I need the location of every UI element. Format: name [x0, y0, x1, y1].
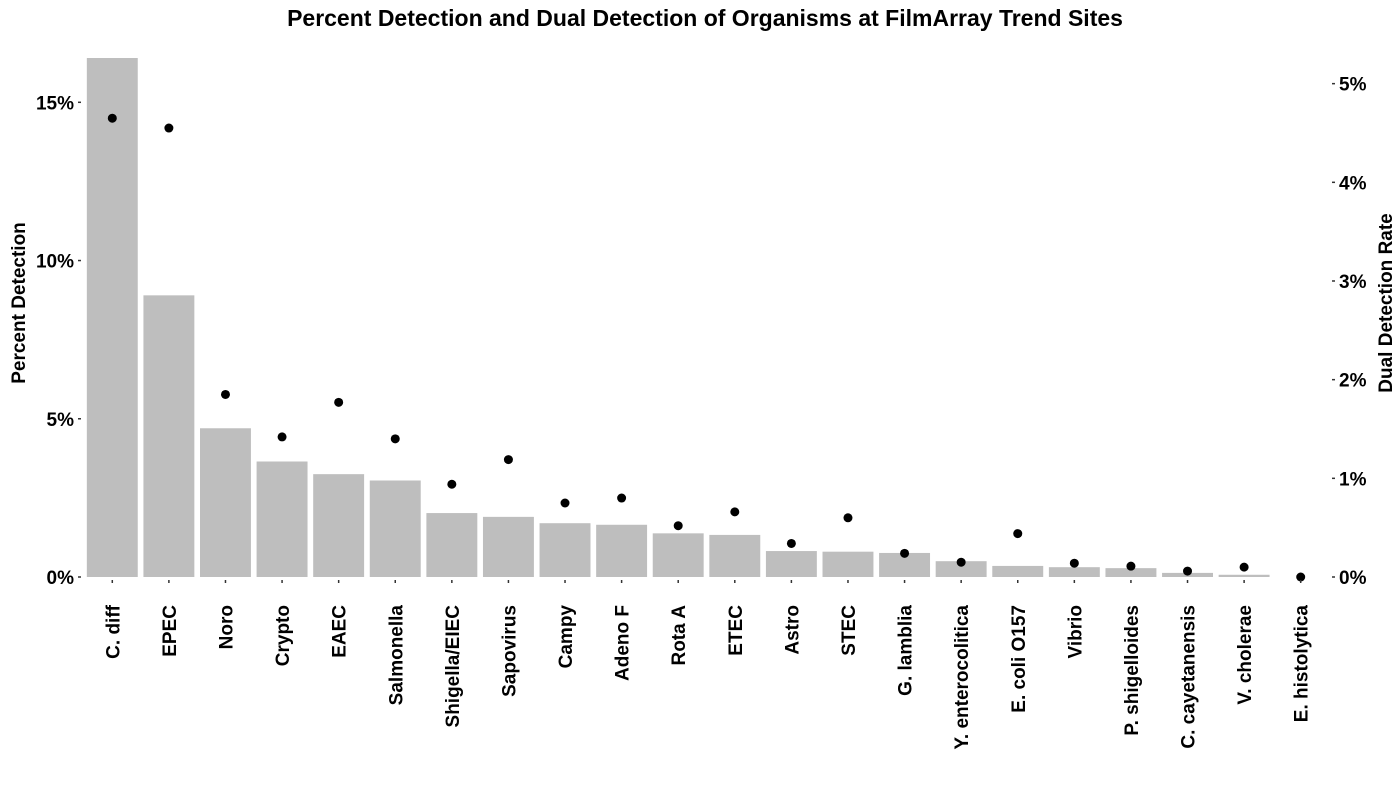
chart-title: Percent Detection and Dual Detection of … [287, 5, 1123, 31]
dual-point-13 [843, 513, 853, 523]
points-layer [107, 113, 1306, 582]
bar-2 [200, 428, 251, 577]
x-category-label-2: Noro [216, 605, 237, 649]
bar-11 [709, 534, 761, 577]
bar-17 [1048, 567, 1100, 577]
x-category-label-15: Y. enterocolitica [952, 605, 973, 750]
dual-point-11 [730, 507, 740, 517]
x-category-label-8: Campy [556, 605, 577, 669]
x-category-label-18: P. shigelloides [1122, 605, 1143, 736]
bar-16 [992, 565, 1044, 577]
dual-point-7 [503, 455, 513, 465]
bar-6 [426, 513, 478, 577]
dual-point-8 [560, 498, 570, 508]
x-category-label-11: ETEC [726, 605, 747, 656]
x-category-label-21: E. histolytica [1292, 605, 1313, 723]
dual-point-6 [447, 479, 457, 489]
right-tick-label-5: 5% [1339, 75, 1367, 96]
x-category-label-6: Shigella/EIEC [443, 605, 464, 728]
x-category-label-13: STEC [839, 605, 860, 656]
x-category-label-5: Salmonella [386, 605, 407, 706]
x-category-label-10: Rota A [669, 605, 690, 666]
dual-point-12 [786, 538, 796, 548]
bars-layer [86, 58, 1270, 577]
left-tick-label-2: 10% [36, 252, 74, 273]
bar-0 [86, 58, 138, 577]
bar-1 [143, 295, 195, 577]
x-category-label-16: E. coli O157 [1009, 605, 1030, 713]
dual-point-10 [673, 521, 683, 531]
bar-4 [313, 474, 365, 577]
right-tick-label-3: 3% [1339, 272, 1367, 293]
dual-point-17 [1069, 558, 1079, 568]
y-axis-title-left: Percent Detection [9, 222, 30, 384]
x-category-label-4: EAEC [330, 605, 351, 658]
dual-point-15 [956, 557, 966, 567]
bar-13 [822, 551, 874, 577]
x-category-label-3: Crypto [273, 605, 294, 666]
x-category-label-0: C. diff [103, 604, 124, 658]
x-category-label-7: Sapovirus [499, 605, 520, 697]
bar-15 [935, 561, 987, 577]
x-category-label-1: EPEC [160, 605, 181, 657]
left-axis: 0% 5% 10% 15% [36, 93, 81, 589]
right-axis: 0% 1% 2% 3% 4% 5% [1332, 75, 1367, 589]
bar-5 [369, 480, 421, 577]
dual-point-1 [164, 123, 174, 133]
bar-9 [596, 524, 648, 577]
x-category-label-20: V. cholerae [1235, 605, 1256, 705]
bar-8 [539, 523, 591, 577]
dual-point-18 [1126, 561, 1136, 571]
x-axis: C. diff EPEC Noro Crypto EAEC Salmonella Shige… [103, 580, 1313, 750]
right-tick-label-1: 1% [1339, 469, 1367, 490]
bar-7 [482, 516, 534, 577]
y-axis-title-right: Dual Detection Rate [1376, 213, 1397, 392]
right-tick-label-0: 0% [1339, 568, 1367, 589]
bar-10 [652, 533, 704, 577]
x-category-label-9: Adeno F [613, 605, 634, 681]
left-tick-label-1: 5% [47, 410, 75, 431]
dual-point-9 [617, 493, 627, 503]
left-tick-label-0: 0% [47, 568, 75, 589]
right-tick-label-2: 2% [1339, 371, 1367, 392]
dual-point-14 [900, 548, 910, 558]
right-tick-label-4: 4% [1339, 173, 1367, 194]
bar-12 [765, 551, 817, 577]
dual-point-2 [220, 389, 230, 399]
bar-18 [1105, 568, 1157, 577]
x-category-label-19: C. cayetanensis [1179, 605, 1200, 749]
bar-20 [1218, 574, 1270, 577]
dual-point-5 [390, 434, 400, 444]
x-category-label-14: G. lamblia [896, 605, 917, 696]
dual-point-3 [277, 432, 287, 442]
dual-point-0 [107, 113, 117, 123]
left-tick-label-3: 15% [36, 93, 74, 114]
x-category-label-17: Vibrio [1065, 605, 1086, 659]
dual-point-20 [1239, 562, 1249, 572]
x-category-label-12: Astro [782, 605, 803, 655]
dual-point-4 [334, 397, 344, 407]
bar-3 [256, 461, 308, 577]
dual-point-19 [1183, 566, 1193, 576]
dual-point-21 [1296, 572, 1306, 582]
dual-point-16 [1013, 529, 1023, 539]
